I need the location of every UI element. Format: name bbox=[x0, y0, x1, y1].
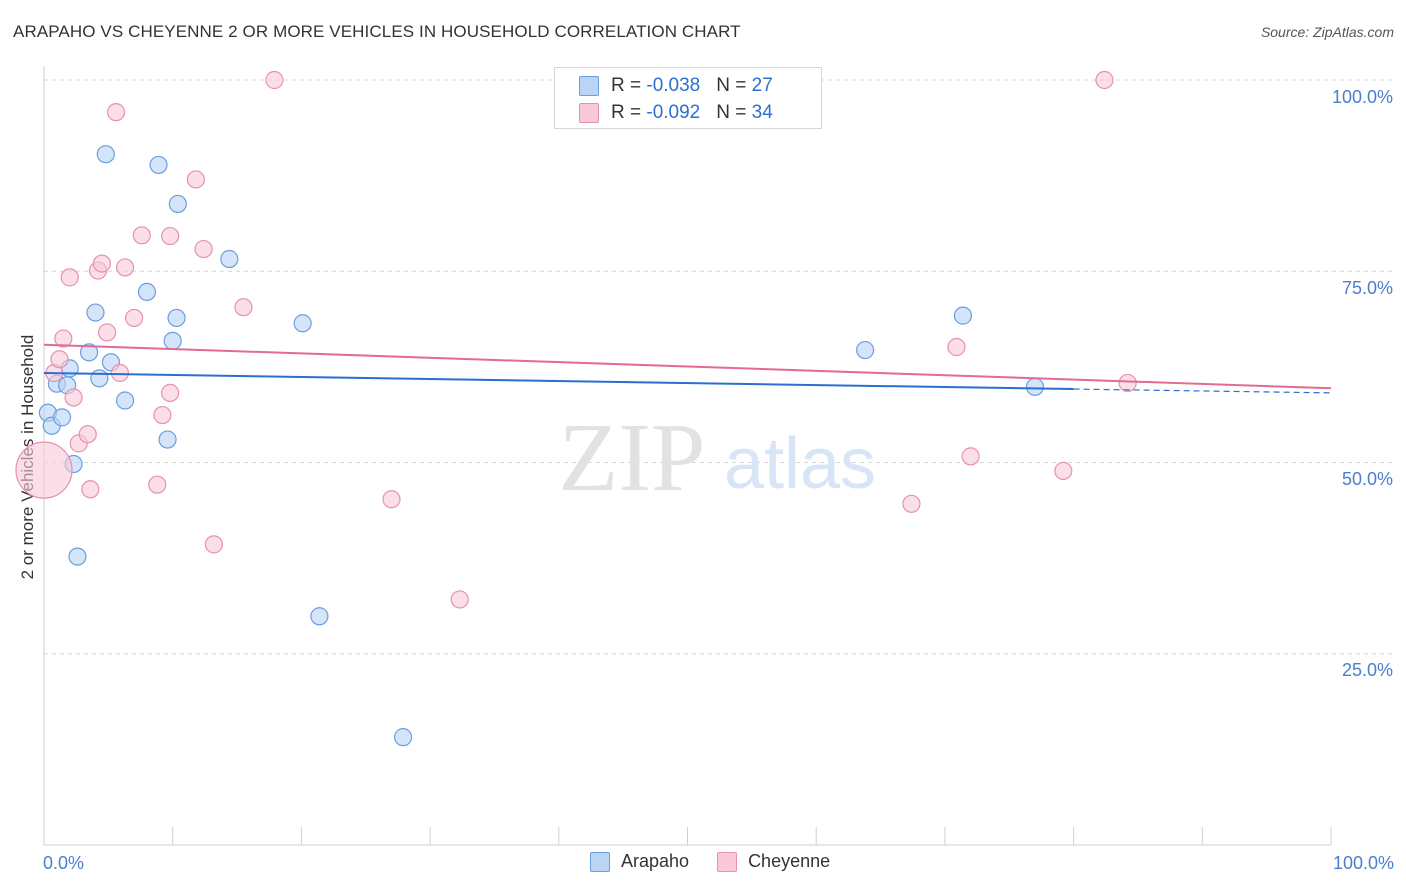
arapaho-point bbox=[220, 249, 239, 269]
watermark-zip: ZIP bbox=[559, 404, 706, 512]
cheyenne-point bbox=[132, 226, 151, 245]
cheyenne-point bbox=[15, 441, 73, 499]
y-tick-75: 75.0% bbox=[1341, 278, 1393, 298]
legend-item-arapaho[interactable]: Arapaho bbox=[590, 851, 689, 872]
arapaho-point bbox=[149, 155, 168, 175]
cheyenne-point bbox=[54, 329, 73, 348]
y-tick-25: 25.0% bbox=[1341, 660, 1393, 680]
arapaho-point bbox=[79, 343, 99, 362]
legend-item-cheyenne[interactable]: Cheyenne bbox=[717, 851, 830, 872]
cheyenne-point bbox=[186, 170, 205, 189]
arapaho-swatch bbox=[579, 76, 599, 96]
cheyenne-point bbox=[97, 323, 117, 342]
arapaho-point bbox=[167, 308, 186, 328]
cheyenne-point bbox=[124, 308, 144, 328]
source-label: Source: ZipAtlas.com bbox=[1260, 24, 1394, 40]
arapaho-point bbox=[68, 547, 87, 566]
cheyenne-point bbox=[161, 383, 180, 402]
cheyenne-point bbox=[92, 254, 112, 273]
cheyenne-point bbox=[110, 363, 130, 383]
cheyenne-point bbox=[265, 70, 284, 90]
data-points bbox=[15, 70, 1137, 747]
cheyenne-point bbox=[1054, 461, 1073, 481]
cheyenne-swatch bbox=[717, 851, 738, 872]
cheyenne-point bbox=[382, 490, 401, 509]
legend-label: Arapaho bbox=[621, 851, 690, 871]
cheyenne-point bbox=[961, 447, 980, 466]
cheyenne-point bbox=[1095, 70, 1114, 90]
legend-row-arapaho: R = -0.038 N = 27 bbox=[579, 74, 773, 98]
cheyenne-point bbox=[153, 405, 172, 425]
x-tick-max: 100.0% bbox=[1332, 853, 1394, 873]
x-tick-min: 0.0% bbox=[43, 853, 85, 873]
cheyenne-point bbox=[50, 350, 69, 369]
arapaho-point bbox=[953, 306, 973, 325]
arapaho-point bbox=[137, 282, 157, 302]
arapaho-point bbox=[168, 194, 187, 214]
n-label: N = bbox=[716, 102, 752, 123]
arapaho-point bbox=[158, 430, 177, 449]
cheyenne-point bbox=[204, 535, 223, 554]
cheyenne-trend-line bbox=[43, 343, 1332, 390]
cheyenne-point bbox=[81, 480, 100, 499]
cheyenne-point bbox=[1118, 373, 1137, 393]
arapaho-point bbox=[115, 391, 135, 410]
arapaho-point bbox=[86, 303, 105, 322]
watermark: ZIP atlas bbox=[559, 404, 877, 512]
arapaho-point bbox=[52, 408, 72, 427]
cheyenne-point bbox=[64, 388, 83, 407]
cheyenne-point bbox=[161, 226, 180, 246]
arapaho-point bbox=[393, 728, 413, 747]
trend-lines bbox=[43, 343, 1332, 394]
watermark-atlas: atlas bbox=[724, 424, 876, 504]
r-label: R = bbox=[611, 75, 647, 96]
arapaho-point bbox=[856, 340, 875, 360]
r-value: -0.038 bbox=[646, 75, 701, 96]
cheyenne-point bbox=[106, 103, 126, 122]
arapaho-swatch bbox=[590, 851, 610, 872]
legend-label: Cheyenne bbox=[748, 851, 831, 871]
arapaho-point bbox=[163, 331, 182, 350]
arapaho-point bbox=[310, 607, 329, 626]
cheyenne-point bbox=[148, 475, 167, 494]
cheyenne-point bbox=[947, 337, 966, 357]
cheyenne-swatch bbox=[579, 103, 599, 123]
arapaho-trend-line bbox=[43, 371, 1074, 391]
cheyenne-point bbox=[115, 258, 135, 277]
arapaho-trend-extension bbox=[1073, 388, 1332, 394]
n-label: N = bbox=[716, 75, 752, 96]
arapaho-point bbox=[96, 145, 115, 164]
cheyenne-point bbox=[902, 494, 921, 513]
arapaho-point bbox=[90, 369, 109, 388]
y-tick-50: 50.0% bbox=[1341, 469, 1393, 489]
y-tick-100: 100.0% bbox=[1331, 87, 1393, 107]
cheyenne-point bbox=[60, 268, 79, 287]
n-value: 34 bbox=[751, 102, 773, 123]
r-value: -0.092 bbox=[646, 102, 701, 123]
cheyenne-point bbox=[234, 298, 253, 317]
stats-legend: R = -0.038 N = 27 R = -0.092 N = 34 bbox=[554, 67, 822, 129]
arapaho-point bbox=[293, 314, 312, 333]
cheyenne-point bbox=[450, 590, 469, 609]
r-label: R = bbox=[611, 102, 647, 123]
series-legend: Arapaho Cheyenne bbox=[590, 851, 858, 872]
chart-title: ARAPAHO VS CHEYENNE 2 OR MORE VEHICLES I… bbox=[13, 22, 741, 41]
n-value: 27 bbox=[751, 75, 773, 96]
arapaho-point bbox=[1025, 377, 1045, 396]
legend-row-cheyenne: R = -0.092 N = 34 bbox=[579, 101, 773, 125]
cheyenne-point bbox=[194, 239, 213, 259]
cheyenne-point bbox=[78, 425, 97, 444]
